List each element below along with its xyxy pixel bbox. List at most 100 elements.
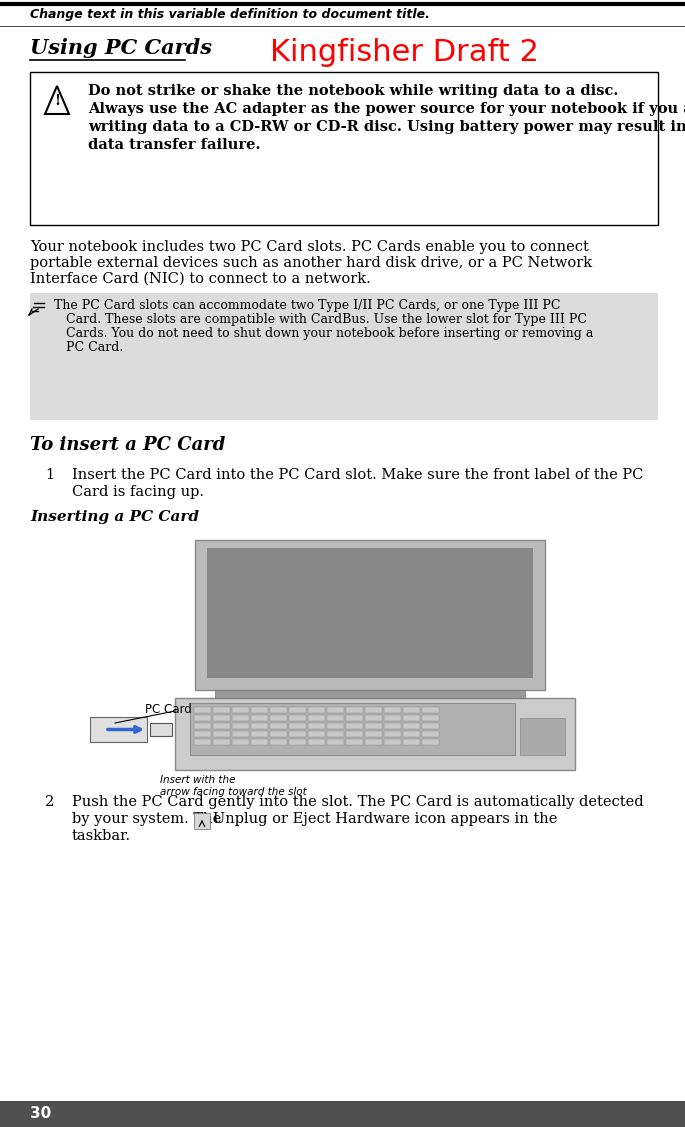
FancyBboxPatch shape — [365, 724, 382, 729]
Text: Your notebook includes two PC Card slots. PC Cards enable you to connect: Your notebook includes two PC Card slots… — [30, 240, 589, 254]
FancyBboxPatch shape — [90, 717, 147, 742]
FancyBboxPatch shape — [251, 715, 268, 721]
Text: Kingfisher Draft 2: Kingfisher Draft 2 — [270, 38, 539, 66]
FancyBboxPatch shape — [232, 715, 249, 721]
Text: 1: 1 — [45, 468, 54, 482]
Text: Insert with the: Insert with the — [160, 775, 236, 786]
FancyBboxPatch shape — [30, 72, 658, 225]
Text: Push the PC Card gently into the slot. The PC Card is automatically detected: Push the PC Card gently into the slot. T… — [72, 795, 644, 809]
Text: Always use the AC adapter as the power source for your notebook if you are: Always use the AC adapter as the power s… — [88, 103, 685, 116]
FancyBboxPatch shape — [213, 715, 230, 721]
FancyBboxPatch shape — [346, 724, 363, 729]
FancyBboxPatch shape — [194, 731, 211, 737]
FancyBboxPatch shape — [403, 707, 420, 713]
FancyBboxPatch shape — [30, 293, 658, 420]
FancyBboxPatch shape — [308, 739, 325, 745]
FancyBboxPatch shape — [150, 724, 172, 736]
FancyBboxPatch shape — [194, 813, 210, 829]
FancyBboxPatch shape — [251, 707, 268, 713]
FancyBboxPatch shape — [215, 690, 525, 698]
FancyBboxPatch shape — [289, 715, 306, 721]
FancyBboxPatch shape — [289, 724, 306, 729]
Text: Card is facing up.: Card is facing up. — [72, 485, 204, 499]
Text: Change text in this variable definition to document title.: Change text in this variable definition … — [30, 8, 430, 21]
FancyBboxPatch shape — [346, 715, 363, 721]
Text: arrow facing toward the slot: arrow facing toward the slot — [160, 787, 307, 797]
FancyBboxPatch shape — [251, 739, 268, 745]
FancyBboxPatch shape — [289, 707, 306, 713]
Text: PC Card.: PC Card. — [66, 341, 123, 354]
FancyBboxPatch shape — [327, 715, 344, 721]
FancyBboxPatch shape — [403, 715, 420, 721]
FancyBboxPatch shape — [175, 698, 575, 770]
FancyBboxPatch shape — [270, 739, 287, 745]
Text: To insert a PC Card: To insert a PC Card — [30, 436, 225, 454]
FancyBboxPatch shape — [365, 739, 382, 745]
FancyBboxPatch shape — [384, 715, 401, 721]
FancyBboxPatch shape — [270, 715, 287, 721]
FancyBboxPatch shape — [384, 731, 401, 737]
FancyBboxPatch shape — [232, 707, 249, 713]
FancyBboxPatch shape — [384, 739, 401, 745]
FancyBboxPatch shape — [422, 715, 439, 721]
FancyBboxPatch shape — [194, 715, 211, 721]
FancyBboxPatch shape — [251, 724, 268, 729]
FancyBboxPatch shape — [327, 724, 344, 729]
Text: writing data to a CD-RW or CD-R disc. Using battery power may result in: writing data to a CD-RW or CD-R disc. Us… — [88, 119, 685, 134]
FancyBboxPatch shape — [346, 707, 363, 713]
FancyBboxPatch shape — [327, 739, 344, 745]
FancyBboxPatch shape — [270, 707, 287, 713]
FancyBboxPatch shape — [194, 739, 211, 745]
FancyBboxPatch shape — [308, 707, 325, 713]
Text: Do not strike or shake the notebook while writing data to a disc.: Do not strike or shake the notebook whil… — [88, 85, 619, 98]
FancyBboxPatch shape — [207, 548, 533, 678]
FancyBboxPatch shape — [213, 731, 230, 737]
FancyBboxPatch shape — [422, 707, 439, 713]
FancyBboxPatch shape — [422, 731, 439, 737]
FancyBboxPatch shape — [422, 724, 439, 729]
FancyBboxPatch shape — [365, 731, 382, 737]
FancyBboxPatch shape — [384, 707, 401, 713]
FancyBboxPatch shape — [422, 739, 439, 745]
Text: Cards. You do not need to shut down your notebook before inserting or removing a: Cards. You do not need to shut down your… — [66, 327, 593, 340]
Text: The PC Card slots can accommodate two Type I/II PC Cards, or one Type III PC: The PC Card slots can accommodate two Ty… — [54, 299, 560, 312]
FancyBboxPatch shape — [270, 731, 287, 737]
Text: 2: 2 — [45, 795, 54, 809]
FancyBboxPatch shape — [289, 731, 306, 737]
Text: portable external devices such as another hard disk drive, or a PC Network: portable external devices such as anothe… — [30, 256, 592, 270]
FancyBboxPatch shape — [308, 731, 325, 737]
Text: Card. These slots are compatible with CardBus. Use the lower slot for Type III P: Card. These slots are compatible with Ca… — [66, 313, 587, 326]
FancyBboxPatch shape — [232, 731, 249, 737]
FancyBboxPatch shape — [270, 724, 287, 729]
Text: Using PC Cards: Using PC Cards — [30, 38, 212, 57]
FancyBboxPatch shape — [327, 707, 344, 713]
Text: Interface Card (NIC) to connect to a network.: Interface Card (NIC) to connect to a net… — [30, 272, 371, 286]
Text: Insert the PC Card into the PC Card slot. Make sure the front label of the PC: Insert the PC Card into the PC Card slot… — [72, 468, 643, 482]
FancyBboxPatch shape — [289, 739, 306, 745]
Text: Inserting a PC Card: Inserting a PC Card — [30, 511, 199, 524]
FancyBboxPatch shape — [327, 731, 344, 737]
FancyBboxPatch shape — [190, 703, 515, 755]
FancyBboxPatch shape — [213, 707, 230, 713]
Text: !: ! — [54, 95, 60, 108]
FancyBboxPatch shape — [213, 724, 230, 729]
Text: PC Card: PC Card — [145, 703, 192, 716]
FancyBboxPatch shape — [520, 718, 565, 755]
Text: 30: 30 — [30, 1107, 51, 1121]
FancyBboxPatch shape — [384, 724, 401, 729]
Text: data transfer failure.: data transfer failure. — [88, 137, 260, 152]
Polygon shape — [45, 86, 69, 114]
FancyBboxPatch shape — [403, 739, 420, 745]
FancyBboxPatch shape — [213, 739, 230, 745]
FancyBboxPatch shape — [403, 731, 420, 737]
FancyBboxPatch shape — [308, 724, 325, 729]
FancyBboxPatch shape — [308, 715, 325, 721]
Text: Unplug or Eject Hardware icon appears in the: Unplug or Eject Hardware icon appears in… — [213, 811, 558, 826]
FancyBboxPatch shape — [232, 739, 249, 745]
FancyBboxPatch shape — [232, 724, 249, 729]
FancyBboxPatch shape — [346, 731, 363, 737]
FancyBboxPatch shape — [346, 739, 363, 745]
Text: by your system. The: by your system. The — [72, 811, 221, 826]
FancyBboxPatch shape — [195, 540, 545, 690]
Text: taskbar.: taskbar. — [72, 829, 131, 843]
